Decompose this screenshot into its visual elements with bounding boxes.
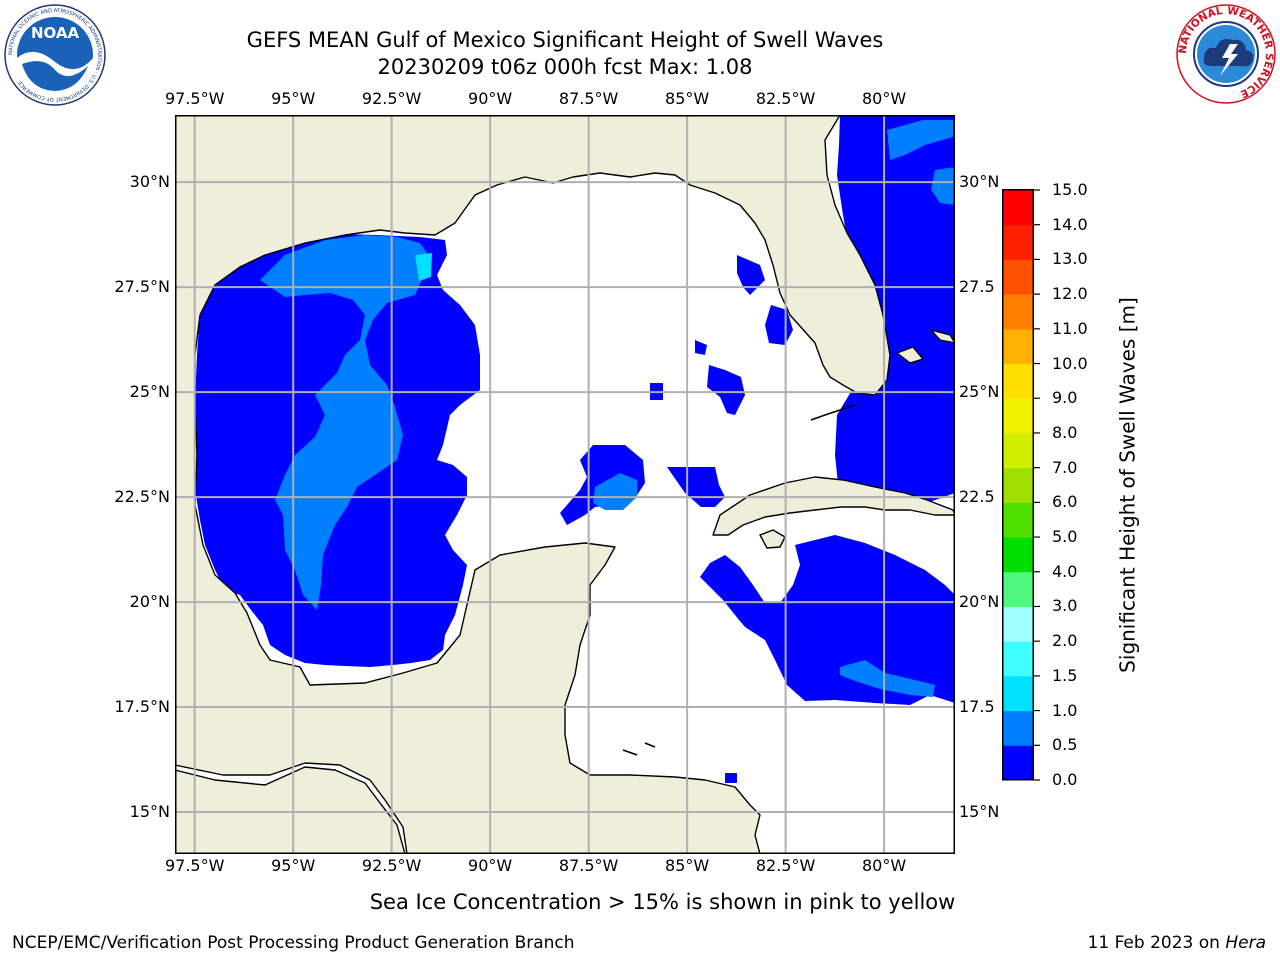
lon-tick-top-3: 90°W [468, 89, 513, 108]
nws-logo: NATIONAL WEATHER SERVICE [1176, 4, 1276, 104]
noaa-logo-text: NOAA [31, 24, 80, 42]
lon-tick-bot-2: 92.5°W [361, 856, 422, 875]
colorbar-cell-14 [1003, 259, 1033, 295]
colorbar-tick-label-10: 8.0 [1052, 422, 1078, 442]
colorbar-cell-11 [1003, 363, 1033, 399]
lon-tick-top-7: 80°W [861, 89, 907, 108]
lat-tick-left-4: 20°N [129, 592, 170, 612]
colorbar-tick-label-5: 3.0 [1052, 596, 1078, 616]
colorbar-cell-5 [1003, 571, 1033, 607]
colorbar-cell-4 [1003, 606, 1033, 642]
colorbar-cell-9 [1003, 432, 1033, 469]
colorbar-cell-7 [1003, 502, 1033, 538]
colorbar-tick-label-9: 7.0 [1052, 457, 1078, 477]
lat-tick-right-6: 15°N [959, 802, 1000, 821]
lat-tick-left-3: 22.5°N [114, 487, 170, 507]
colorbar-tick-label-1: 0.5 [1052, 735, 1078, 755]
colorbar-cell-2 [1003, 675, 1033, 712]
colorbar-tick-label-12: 10.0 [1052, 353, 1088, 373]
chart-title: GEFS MEAN Gulf of Mexico Significant Hei… [246, 28, 884, 52]
swell-height-map [175, 115, 955, 854]
colorbar-tick-label-3: 1.5 [1052, 665, 1078, 685]
colorbar-cell-6 [1003, 537, 1033, 573]
colorbar-cell-3 [1003, 641, 1033, 677]
lon-tick-bot-7: 80°W [861, 856, 907, 875]
lat-tick-left-1: 27.5°N [114, 277, 170, 297]
gridlines [175, 115, 955, 854]
florida-keys [622, 404, 856, 756]
lat-tick-left-2: 25°N [129, 382, 170, 402]
lon-tick-bot-6: 82.5°W [755, 856, 816, 875]
lat-tick-right-4: 20°N [959, 592, 1000, 612]
colorbar-label: Significant Height of Swell Waves [m] [1115, 297, 1140, 673]
map-frame [175, 115, 955, 854]
swell-field-1.0-1.5 [415, 253, 432, 281]
sea-ice-note: Sea Ice Concentration > 15% is shown in … [369, 890, 956, 914]
colorbar-frame [1002, 189, 1034, 781]
lat-tick-right-3: 22.5 [959, 487, 995, 507]
colorbar-cells [1003, 190, 1033, 781]
colorbar-cell-8 [1003, 467, 1033, 503]
lon-tick-top-1: 95°W [271, 89, 316, 108]
lat-tick-right-2: 25°N [959, 382, 1000, 402]
footer-machine: Hera [1225, 933, 1266, 953]
colorbar-tick-label-7: 5.0 [1052, 527, 1078, 547]
lat-tick-left-5: 17.5°N [114, 697, 170, 717]
colorbar-cell-0 [1003, 745, 1033, 781]
colorbar-cell-10 [1003, 398, 1033, 434]
colorbar-tick-marks [1033, 189, 1040, 781]
noaa-logo: NOAA NATIONAL OCEANIC AND ATMOSPHERIC AD… [4, 4, 106, 106]
colorbar-tick-label-0: 0.0 [1052, 770, 1078, 789]
colorbar-tick-label-16: 14.0 [1052, 214, 1088, 234]
colorbar-cell-15 [1003, 224, 1033, 260]
lat-tick-right-0: 30°N [959, 172, 1000, 192]
colorbar-cell-13 [1003, 294, 1033, 330]
footer-date-text: 11 Feb 2023 on [1087, 933, 1226, 953]
lon-tick-top-5: 85°W [665, 89, 710, 108]
colorbar-tick-label-8: 6.0 [1052, 492, 1078, 512]
footer-branch: NCEP/EMC/Verification Post Processing Pr… [12, 933, 575, 953]
colorbar-cell-12 [1003, 328, 1033, 365]
colorbar-tick-label-17: 15.0 [1052, 180, 1088, 199]
colorbar-tick-label-6: 4.0 [1052, 561, 1078, 581]
lat-tick-left-6: 15°N [129, 802, 170, 821]
colorbar-tick-label-11: 9.0 [1052, 388, 1078, 408]
lon-tick-top-4: 87.5°W [558, 89, 619, 108]
colorbar [1002, 189, 1040, 781]
colorbar-tick-label-14: 12.0 [1052, 284, 1088, 304]
lon-tick-top-0: 97.5°W [164, 89, 225, 108]
colorbar-tick-label-15: 13.0 [1052, 249, 1088, 269]
colorbar-tick-label-2: 1.0 [1052, 700, 1078, 720]
lon-tick-top-2: 92.5°W [361, 89, 422, 108]
colorbar-tick-label-4: 2.0 [1052, 631, 1078, 651]
footer-date: 11 Feb 2023 on Hera [1088, 933, 1266, 953]
lat-tick-right-1: 27.5 [959, 277, 995, 297]
lon-tick-bot-3: 90°W [468, 856, 513, 875]
colorbar-cell-16 [1003, 190, 1033, 226]
lon-tick-bot-1: 95°W [271, 856, 316, 875]
lon-tick-bot-4: 87.5°W [558, 856, 619, 875]
lon-tick-top-6: 82.5°W [755, 89, 816, 108]
lat-tick-right-5: 17.5 [959, 697, 995, 717]
lat-tick-left-0: 30°N [129, 172, 170, 192]
chart-subtitle: 20230209 t06z 000h fcst Max: 1.08 [377, 55, 753, 79]
colorbar-tick-label-13: 11.0 [1052, 318, 1088, 338]
lon-tick-bot-5: 85°W [665, 856, 710, 875]
colorbar-cell-1 [1003, 710, 1033, 746]
lon-tick-bot-0: 97.5°W [164, 856, 225, 875]
